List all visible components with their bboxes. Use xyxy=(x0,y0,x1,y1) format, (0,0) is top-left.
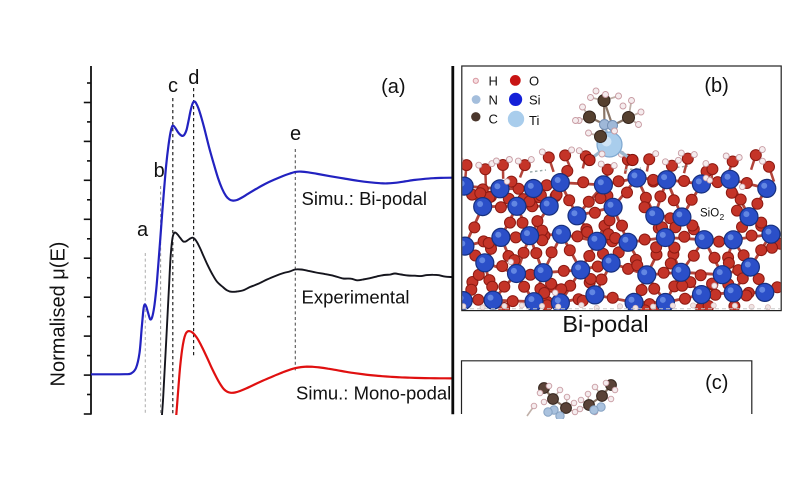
svg-text:Ti: Ti xyxy=(529,113,539,128)
svg-text:Experimental: Experimental xyxy=(302,287,410,308)
svg-text:Bi-podal: Bi-podal xyxy=(562,311,648,337)
svg-text:e: e xyxy=(290,123,301,145)
svg-text:d: d xyxy=(188,67,199,89)
svg-text:b: b xyxy=(154,160,165,182)
svg-text:Si: Si xyxy=(529,92,541,107)
svg-text:(a): (a) xyxy=(381,76,405,98)
svg-text:SiO: SiO xyxy=(700,208,719,220)
svg-text:Simu.: Mono-podal: Simu.: Mono-podal xyxy=(296,383,451,404)
svg-text:(b): (b) xyxy=(704,75,728,97)
svg-text:c: c xyxy=(168,75,178,97)
svg-text:(c): (c) xyxy=(705,372,728,394)
svg-text:O: O xyxy=(529,73,539,88)
svg-text:C: C xyxy=(489,111,498,126)
svg-text:H: H xyxy=(489,74,498,89)
svg-text:2: 2 xyxy=(720,212,725,222)
svg-text:Simu.: Bi-podal: Simu.: Bi-podal xyxy=(302,188,427,209)
svg-text:a: a xyxy=(137,219,149,241)
svg-text:Normalised μ(E): Normalised μ(E) xyxy=(48,242,70,387)
svg-text:N: N xyxy=(489,92,498,107)
